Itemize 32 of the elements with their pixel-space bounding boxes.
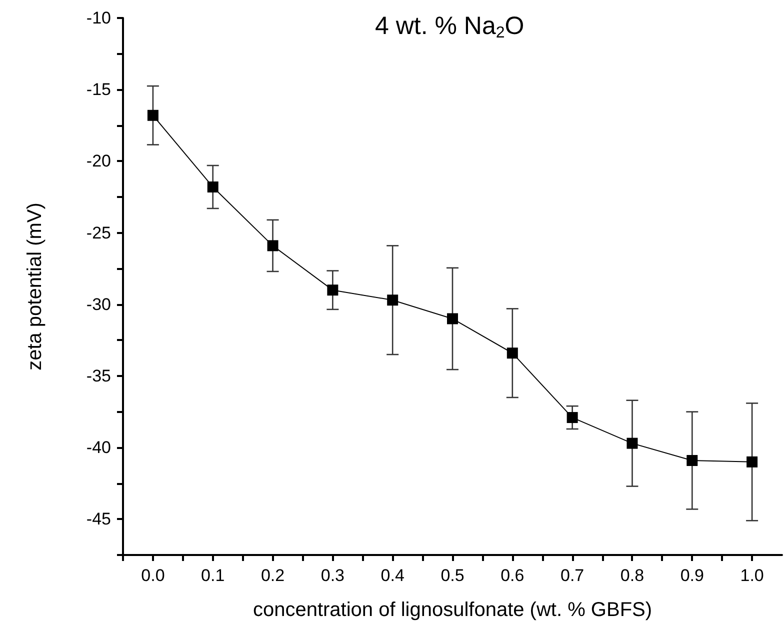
x-tick-label: 1.0 bbox=[740, 566, 764, 585]
point bbox=[506, 348, 518, 359]
x-tick-label: 0.8 bbox=[620, 566, 644, 585]
point bbox=[267, 240, 278, 252]
point bbox=[327, 284, 338, 296]
y-tick-label: -25 bbox=[86, 223, 111, 242]
point bbox=[686, 454, 698, 466]
x-tick-label: 0.3 bbox=[320, 566, 344, 585]
y-tick-label: -15 bbox=[86, 80, 111, 100]
point bbox=[626, 438, 638, 449]
y-tick-label: -10 bbox=[86, 8, 111, 28]
x-tick-label: 0.6 bbox=[500, 566, 524, 585]
y-tick-label: -45 bbox=[86, 510, 111, 529]
x-axis-title: concentration of lignosulfonate (wt. % GBFS) bbox=[252, 599, 652, 621]
point bbox=[566, 412, 578, 424]
point bbox=[447, 313, 458, 324]
point bbox=[746, 456, 758, 468]
y-tick-label: -20 bbox=[86, 152, 111, 171]
y-tick-label: -30 bbox=[86, 294, 111, 314]
point bbox=[207, 181, 218, 192]
x-tick-label: 0.7 bbox=[560, 566, 584, 585]
x-tick-label: 0.5 bbox=[440, 566, 464, 585]
y-tick-label: -40 bbox=[86, 438, 111, 458]
y-tick-label: -35 bbox=[86, 366, 111, 386]
x-tick-label: 0.2 bbox=[260, 566, 285, 585]
point bbox=[147, 110, 158, 121]
x-tick-label: 0.1 bbox=[201, 566, 225, 585]
x-tick-label: 0.4 bbox=[380, 566, 404, 585]
y-axis-title: zeta potential (mV) bbox=[24, 202, 46, 370]
x-tick-label: 0.0 bbox=[141, 566, 165, 585]
x-tick-label: 0.9 bbox=[680, 566, 704, 585]
point bbox=[387, 294, 398, 306]
